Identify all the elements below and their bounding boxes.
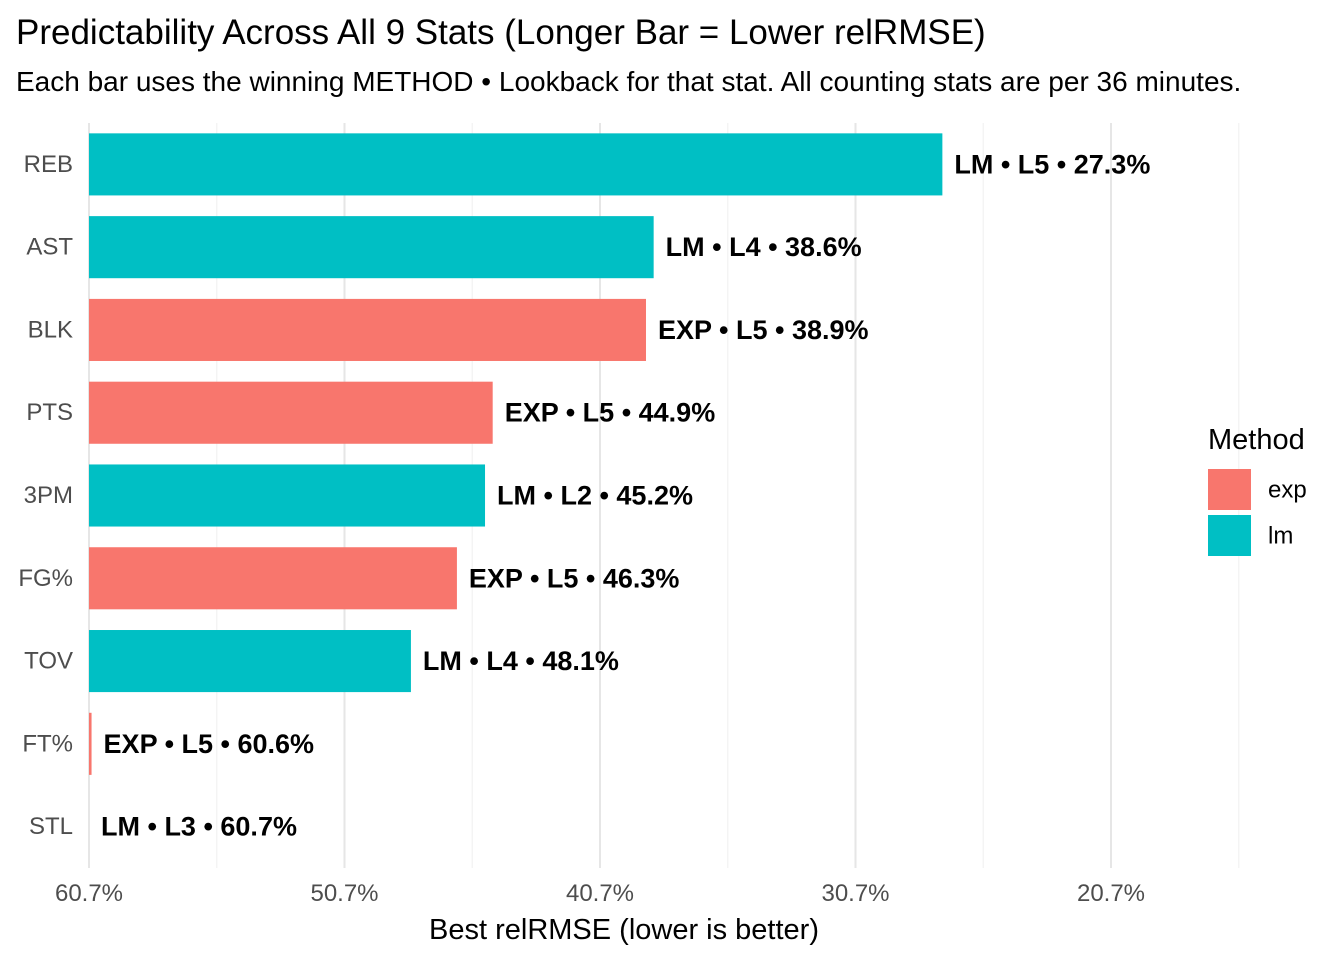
- category-label: REB: [24, 151, 73, 178]
- legend-label-exp: exp: [1268, 477, 1307, 504]
- category-label: AST: [26, 234, 73, 261]
- bar-value-label: EXP • L5 • 44.9%: [505, 398, 716, 428]
- chart-title: Predictability Across All 9 Stats (Longe…: [16, 13, 986, 52]
- bar-reb: [89, 133, 943, 196]
- bar-value-label: EXP • L5 • 60.6%: [104, 729, 315, 759]
- legend-swatch-exp: [1208, 469, 1251, 510]
- legend-title: Method: [1208, 424, 1305, 456]
- bars: [89, 133, 943, 775]
- category-label: STL: [29, 813, 73, 840]
- legend-swatch-lm: [1208, 515, 1251, 556]
- x-axis-tick-labels: 60.7% 50.7% 40.7% 30.7% 20.7%: [55, 880, 1145, 907]
- category-label: PTS: [26, 399, 73, 426]
- bar-ast: [89, 216, 654, 279]
- data-labels: LM • L5 • 27.3% LM • L4 • 38.6% EXP • L5 •…: [101, 149, 1150, 841]
- bar-ft-pct: [89, 712, 92, 775]
- bar-tov: [89, 630, 411, 693]
- bar-blk: [89, 298, 646, 361]
- x-tick-label: 30.7%: [821, 880, 889, 907]
- x-tick-label: 50.7%: [310, 880, 378, 907]
- bar-value-label: LM • L3 • 60.7%: [101, 812, 297, 842]
- category-label: FG%: [18, 565, 73, 592]
- y-axis-labels: REB AST BLK PTS 3PM FG% TOV FT% STL: [18, 151, 73, 840]
- bar-pts: [89, 381, 493, 444]
- bar-value-label: EXP • L5 • 38.9%: [658, 315, 869, 345]
- x-tick-label: 40.7%: [566, 880, 634, 907]
- bar-value-label: LM • L4 • 38.6%: [666, 232, 862, 262]
- bar-value-label: LM • L4 • 48.1%: [423, 646, 619, 676]
- x-tick-label: 60.7%: [55, 880, 123, 907]
- bar-value-label: LM • L5 • 27.3%: [954, 149, 1150, 179]
- bar-3pm: [89, 464, 486, 527]
- bar-fg-pct: [89, 547, 457, 610]
- x-tick-label: 20.7%: [1077, 880, 1145, 907]
- bar-value-label: EXP • L5 • 46.3%: [469, 563, 680, 593]
- legend: Method exp lm: [1208, 424, 1307, 556]
- chart-subtitle: Each bar uses the winning METHOD • Lookb…: [16, 66, 1241, 97]
- legend-label-lm: lm: [1268, 523, 1293, 550]
- bar-value-label: LM • L2 • 45.2%: [497, 481, 693, 511]
- category-label: TOV: [24, 648, 73, 675]
- category-label: 3PM: [24, 482, 73, 509]
- category-label: FT%: [22, 730, 73, 757]
- category-label: BLK: [28, 316, 73, 343]
- x-axis-title: Best relRMSE (lower is better): [429, 914, 819, 946]
